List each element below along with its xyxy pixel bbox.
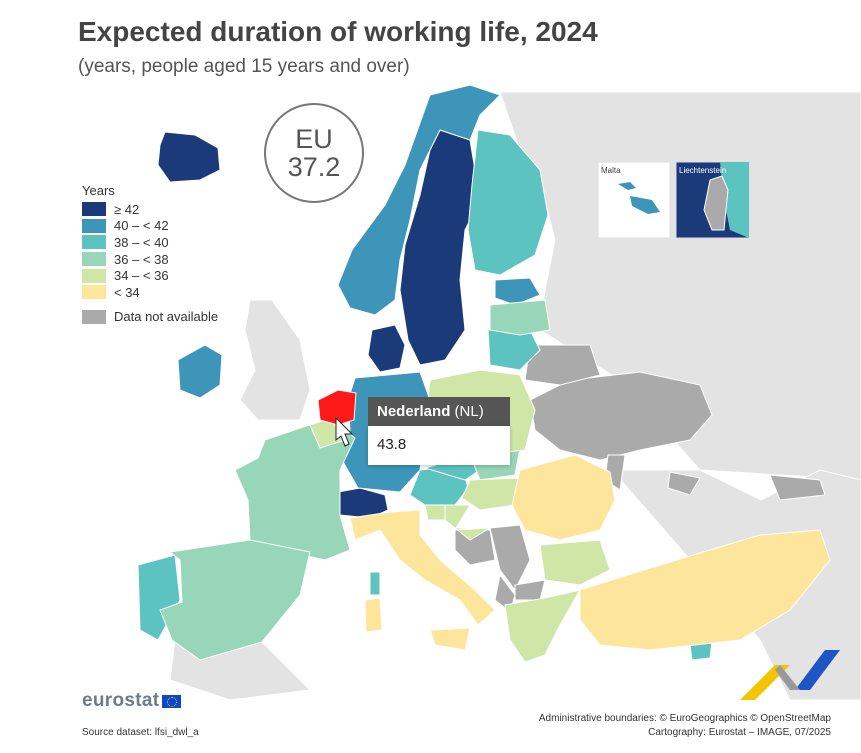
country-ireland[interactable] — [177, 344, 223, 399]
country-ukraine[interactable] — [529, 371, 713, 461]
country-crimea[interactable] — [667, 471, 701, 496]
map-credits: Administrative boundaries: © EuroGeograp… — [539, 712, 831, 740]
tooltip-code: (NL) — [454, 403, 484, 420]
legend-item[interactable]: 34 – < 36 — [82, 267, 218, 284]
tooltip-header: Nederland (NL) — [368, 397, 510, 426]
tooltip-country: Nederland — [377, 403, 451, 420]
corner-chevron-grey — [775, 665, 800, 690]
country-iceland[interactable] — [157, 131, 221, 183]
country-france[interactable] — [234, 417, 356, 561]
legend-item-not-available[interactable]: Data not available — [82, 309, 218, 326]
malta-shape[interactable] — [618, 182, 660, 214]
source-dataset: Source dataset: lfsi_dwl_a — [82, 727, 199, 738]
legend-label: ≥ 42 — [114, 201, 140, 217]
eu-badge-value: 37.2 — [287, 152, 341, 182]
great-britain — [239, 299, 311, 421]
legend: Years ≥ 42 40 – < 42 38 – < 40 36 – < 38… — [82, 183, 218, 325]
country-italy[interactable] — [349, 509, 496, 626]
liechtenstein-inset-label: Liechtenstein — [679, 166, 727, 175]
country-slovenia[interactable] — [424, 504, 446, 521]
country-corsica[interactable] — [369, 571, 381, 596]
hand-cursor-icon — [335, 416, 354, 447]
legend-swatch — [82, 252, 106, 267]
eu-flag-icon — [162, 694, 182, 708]
country-romania[interactable] — [511, 454, 616, 541]
legend-item[interactable]: 38 – < 40 — [82, 234, 218, 251]
legend-title: Years — [82, 183, 115, 198]
legend-label: 38 – < 40 — [114, 234, 169, 250]
country-georgia[interactable] — [769, 474, 826, 501]
malta-inset-label: Malta — [601, 166, 621, 175]
country-north-macedonia[interactable] — [514, 579, 546, 601]
country-belarus[interactable] — [524, 344, 601, 386]
country-serbia[interactable] — [489, 524, 531, 591]
country-latvia[interactable] — [489, 299, 551, 336]
country-hungary[interactable] — [461, 477, 521, 511]
corner-chevron-yellow — [740, 665, 790, 700]
logo-text: eurostat — [82, 690, 160, 711]
country-estonia[interactable] — [494, 277, 541, 306]
legend-swatch — [82, 309, 106, 324]
boundaries-credit: Administrative boundaries: © EuroGeograp… — [538, 713, 831, 724]
country-turkey[interactable] — [579, 529, 831, 651]
legend-swatch — [82, 285, 106, 300]
eu-average-badge: EU 37.2 — [264, 103, 364, 203]
page-subtitle: (years, people aged 15 years and over) — [78, 56, 410, 77]
country-sardinia[interactable] — [364, 597, 383, 633]
corner-chevron-blue — [795, 650, 840, 690]
legend-label: Data not available — [114, 309, 219, 325]
country-denmark[interactable] — [367, 324, 406, 373]
legend-label: 40 – < 42 — [114, 218, 169, 234]
legend-label: < 34 — [114, 284, 140, 300]
legend-item[interactable]: ≥ 42 — [82, 201, 218, 218]
legend-swatch — [82, 218, 106, 233]
liechtenstein-shape[interactable] — [703, 175, 729, 231]
eu-badge-label: EU — [295, 124, 333, 154]
legend-swatch — [82, 235, 106, 250]
liechtenstein-neighbour — [720, 162, 749, 238]
page-title: Expected duration of working life, 2024 — [78, 16, 598, 47]
country-bulgaria[interactable] — [539, 539, 611, 586]
legend-item[interactable]: < 34 — [82, 284, 218, 301]
legend-item[interactable]: 40 – < 42 — [82, 218, 218, 235]
cartography-credit: Cartography: Eurostat – IMAGE, 07/2025 — [648, 727, 831, 738]
eurostat-logo: eurostat — [82, 690, 182, 712]
tooltip-value: 43.8 — [368, 426, 510, 465]
legend-label: 36 – < 38 — [114, 251, 169, 267]
legend-label: 34 – < 36 — [114, 268, 169, 284]
country-tooltip: Nederland (NL) 43.8 — [368, 397, 510, 465]
country-norway[interactable] — [337, 84, 501, 316]
legend-swatch — [82, 202, 106, 217]
legend-swatch — [82, 268, 106, 283]
legend-item[interactable]: 36 – < 38 — [82, 251, 218, 268]
country-finland[interactable] — [467, 129, 549, 276]
country-greece[interactable] — [504, 589, 581, 663]
country-netherlands[interactable] — [317, 389, 357, 426]
country-sicily[interactable] — [429, 627, 471, 651]
country-spain[interactable] — [159, 539, 311, 661]
